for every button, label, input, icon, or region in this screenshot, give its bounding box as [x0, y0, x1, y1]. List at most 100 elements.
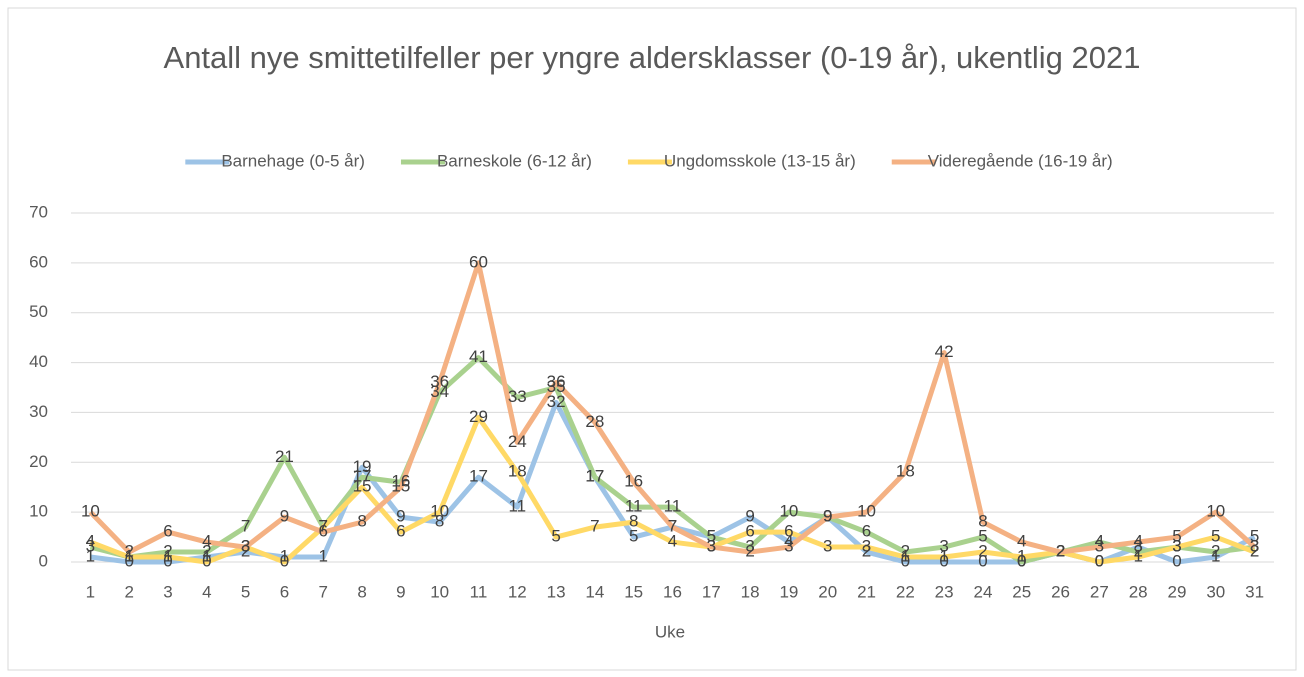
data-label: 0: [1017, 551, 1026, 570]
data-label: 7: [590, 517, 599, 536]
data-label: 16: [391, 472, 410, 491]
data-label: 8: [629, 512, 638, 531]
data-label: 0: [1095, 551, 1104, 570]
data-label: 2: [241, 542, 250, 561]
data-label: 3: [1172, 537, 1181, 556]
data-label: 10: [857, 502, 876, 521]
x-tick-label: 30: [1206, 582, 1225, 601]
data-label: 7: [241, 517, 250, 536]
data-label: 2: [163, 542, 172, 561]
data-label: 5: [1172, 527, 1181, 546]
data-label: 35: [547, 377, 566, 396]
data-label: 4: [784, 532, 793, 551]
data-label: 3: [1133, 537, 1142, 556]
data-label: 5: [629, 527, 638, 546]
legend-label: Videregående (16-19 år): [928, 151, 1113, 170]
data-label: 2: [202, 542, 211, 561]
data-label: 3: [862, 537, 871, 556]
data-label: 1: [901, 546, 910, 565]
data-label: 34: [430, 382, 449, 401]
data-label: 9: [280, 507, 289, 526]
data-label: 11: [664, 497, 682, 516]
chart-title: Antall nye smittetilfeller per yngre ald…: [163, 40, 1141, 75]
data-label: 1: [939, 546, 948, 565]
data-label: 42: [935, 342, 954, 361]
x-tick-label: 25: [1012, 582, 1031, 601]
data-label: 4: [668, 532, 677, 551]
x-axis-label: Uke: [655, 622, 685, 641]
data-label: 3: [745, 537, 754, 556]
data-label: 0: [280, 551, 289, 570]
data-label: 5: [551, 527, 560, 546]
data-label: 2: [1056, 542, 1065, 561]
x-tick-label: 31: [1245, 582, 1264, 601]
data-label: 5: [707, 527, 716, 546]
data-label: 3: [784, 537, 793, 556]
x-tick-label: 28: [1129, 582, 1148, 601]
x-tick-label: 22: [896, 582, 915, 601]
data-label: 4: [1017, 532, 1026, 551]
data-label: 3: [86, 537, 95, 556]
data-label: 8: [357, 512, 366, 531]
data-label: 2: [978, 542, 987, 561]
data-label: 3: [241, 537, 250, 556]
data-label: 2: [1056, 542, 1065, 561]
data-label: 0: [939, 551, 948, 570]
data-label: 6: [396, 522, 405, 541]
data-label: 2: [1211, 542, 1220, 561]
data-label: 0: [202, 551, 211, 570]
data-label: 17: [585, 467, 604, 486]
data-label: 29: [469, 407, 488, 426]
data-label: 3: [939, 537, 948, 556]
data-label: 0: [163, 551, 172, 570]
x-tick-label: 12: [508, 582, 527, 601]
data-label: 7: [668, 517, 677, 536]
data-label: 6: [862, 522, 871, 541]
x-tick-label: 16: [663, 582, 682, 601]
x-tick-label: 9: [396, 582, 405, 601]
legend-label: Barnehage (0-5 år): [221, 151, 365, 170]
data-label: 1: [124, 546, 133, 565]
data-label: 1: [319, 546, 328, 565]
x-tick-label: 27: [1090, 582, 1109, 601]
data-label: 6: [163, 522, 172, 541]
y-tick-label: 60: [29, 252, 48, 271]
data-label: 17: [469, 467, 488, 486]
x-tick-label: 6: [280, 582, 289, 601]
data-label: 11: [508, 497, 526, 516]
data-label: 4: [1133, 532, 1142, 551]
data-label: 1: [1017, 546, 1026, 565]
x-tick-label: 10: [430, 582, 449, 601]
data-label: 1: [280, 546, 289, 565]
x-tick-label: 21: [857, 582, 876, 601]
data-label: 2: [1056, 542, 1065, 561]
x-tick-label: 11: [470, 582, 488, 601]
data-label: 28: [585, 412, 604, 431]
data-label: 5: [1211, 527, 1220, 546]
data-label: 9: [823, 507, 832, 526]
data-label: 1: [1133, 546, 1142, 565]
data-label: 3: [1095, 537, 1104, 556]
data-label: 9: [396, 507, 405, 526]
data-label: 5: [978, 527, 987, 546]
data-label: 3: [707, 537, 716, 556]
x-tick-label: 14: [585, 582, 604, 601]
data-label: 0: [1172, 551, 1181, 570]
data-label: 17: [585, 467, 604, 486]
data-label: 4: [202, 532, 211, 551]
y-tick-label: 30: [29, 402, 48, 421]
data-label: 5: [707, 527, 716, 546]
data-label: 3: [823, 537, 832, 556]
data-label: 0: [124, 551, 133, 570]
data-label: 11: [625, 497, 643, 516]
data-label: 2: [124, 542, 133, 561]
data-label: 9: [823, 507, 832, 526]
data-label: 4: [86, 532, 95, 551]
series-line: [88, 260, 1257, 555]
data-label: 6: [784, 522, 793, 541]
data-label: 36: [430, 372, 449, 391]
data-label: 8: [978, 512, 987, 531]
x-tick-label: 29: [1168, 582, 1187, 601]
